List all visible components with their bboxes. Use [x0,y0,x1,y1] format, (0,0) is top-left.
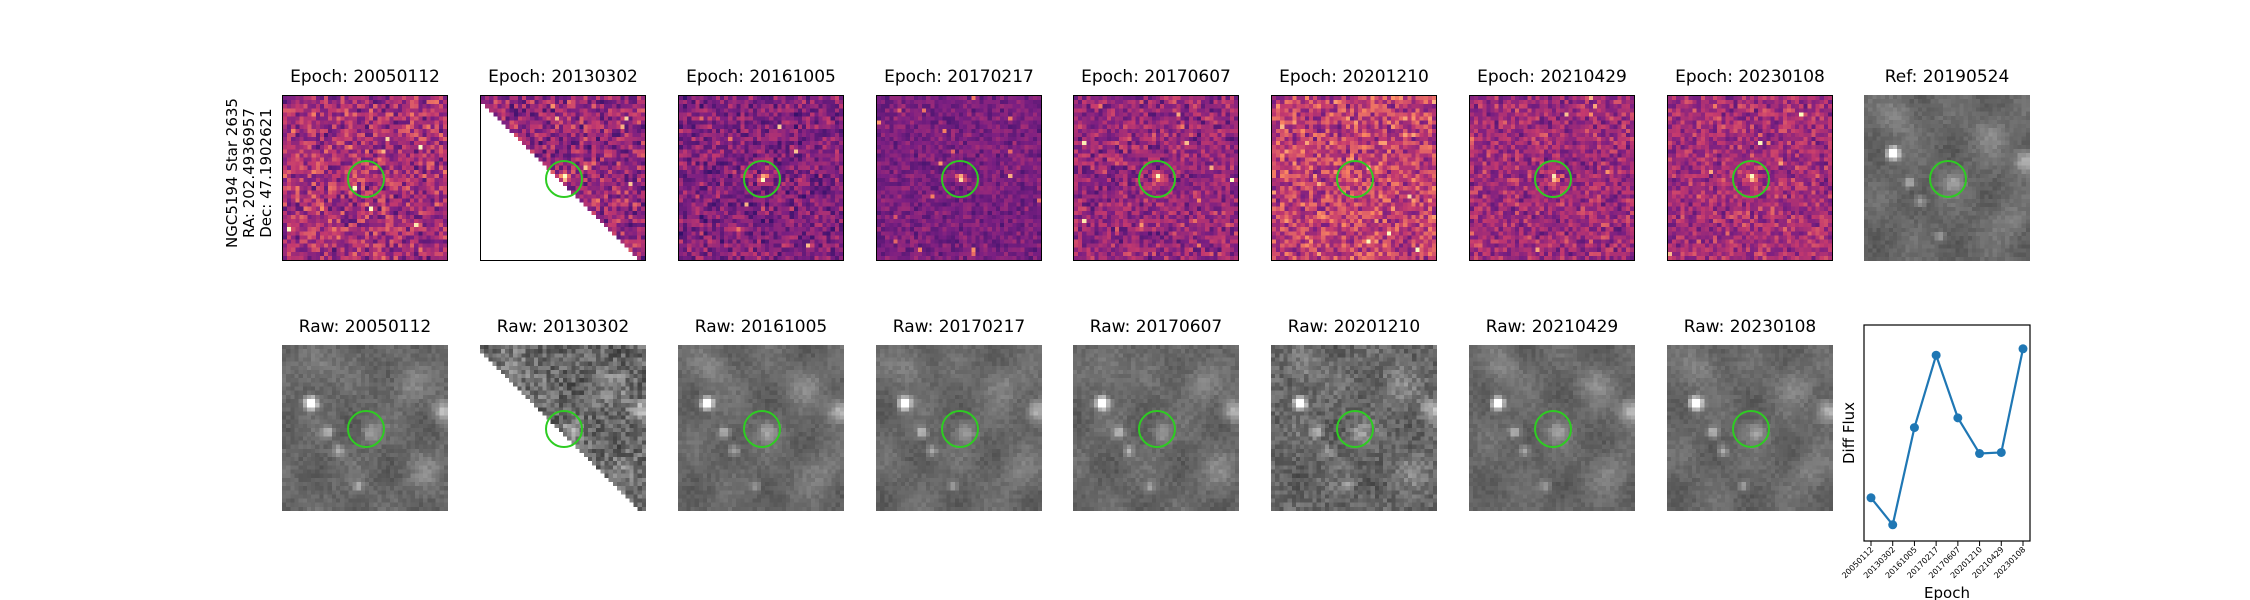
target-circle-marker [1336,160,1374,198]
target-circle-marker [347,410,385,448]
raw-panel [480,345,646,511]
difference-panel [678,95,844,261]
raw-panel [1667,345,1833,511]
chart-frame [1863,324,2031,542]
raw-panel [1073,345,1239,511]
raw-panel [678,345,844,511]
data-point [2018,344,2028,354]
data-point [1866,493,1876,503]
data-point [1931,350,1941,360]
target-circle-marker [1732,160,1770,198]
raw-image-title: Raw: 20050112 [298,317,432,337]
target-circle-marker [1534,410,1572,448]
series-line [1870,348,2025,528]
reference-image-title: Ref: 20190524 [1884,67,2010,87]
difference-image-title: Epoch: 20210429 [1477,67,1627,87]
target-circle-marker [545,160,583,198]
raw-image-title: Raw: 20210429 [1485,317,1619,337]
difference-image-title: Epoch: 20130302 [488,67,638,87]
raw-panel [1469,345,1635,511]
difference-image-title: Epoch: 20201210 [1279,67,1429,87]
raw-panel [1271,345,1437,511]
target-circle-marker [1732,410,1770,448]
reference-panel [1864,95,2030,261]
difference-panel [1667,95,1833,261]
difference-image-title: Epoch: 20230108 [1675,67,1825,87]
raw-panel [282,345,448,511]
difference-image-title: Epoch: 20050112 [290,67,440,87]
target-circle-marker [545,410,583,448]
target-circle-marker [1929,160,1967,198]
difference-image-title: Epoch: 20161005 [686,67,836,87]
target-circle-marker [941,160,979,198]
data-point [1975,449,1985,459]
data-point [1909,423,1919,433]
data-point [1996,447,2006,457]
y-axis-label: Diff Flux [1840,402,1858,464]
raw-image-title: Raw: 20161005 [694,317,828,337]
data-point [1953,413,1963,423]
raw-image-title: Raw: 20130302 [496,317,630,337]
raw-image-title: Raw: 20230108 [1683,317,1817,337]
difference-panel [1271,95,1437,261]
target-circle-marker [1138,410,1176,448]
difference-panel [480,95,646,261]
raw-image-title: Raw: 20201210 [1287,317,1421,337]
difference-panel [1469,95,1635,261]
difference-panel [876,95,1042,261]
raw-image-title: Raw: 20170217 [892,317,1026,337]
target-circle-marker [1336,410,1374,448]
target-circle-marker [347,160,385,198]
difference-panel [282,95,448,261]
raw-panel [876,345,1042,511]
difference-image-title: Epoch: 20170607 [1081,67,1231,87]
difference-panel [1073,95,1239,261]
target-circle-marker [743,160,781,198]
raw-image-title: Raw: 20170607 [1089,317,1223,337]
target-circle-marker [941,410,979,448]
target-circle-marker [743,410,781,448]
x-axis-label: Epoch [1924,584,1970,600]
difference-image-title: Epoch: 20170217 [884,67,1034,87]
target-circle-marker [1534,160,1572,198]
data-point [1888,520,1898,530]
target-circle-marker [1138,160,1176,198]
